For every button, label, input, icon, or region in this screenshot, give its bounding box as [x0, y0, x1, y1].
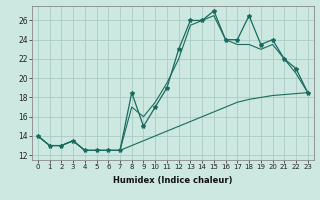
X-axis label: Humidex (Indice chaleur): Humidex (Indice chaleur) [113, 176, 233, 185]
